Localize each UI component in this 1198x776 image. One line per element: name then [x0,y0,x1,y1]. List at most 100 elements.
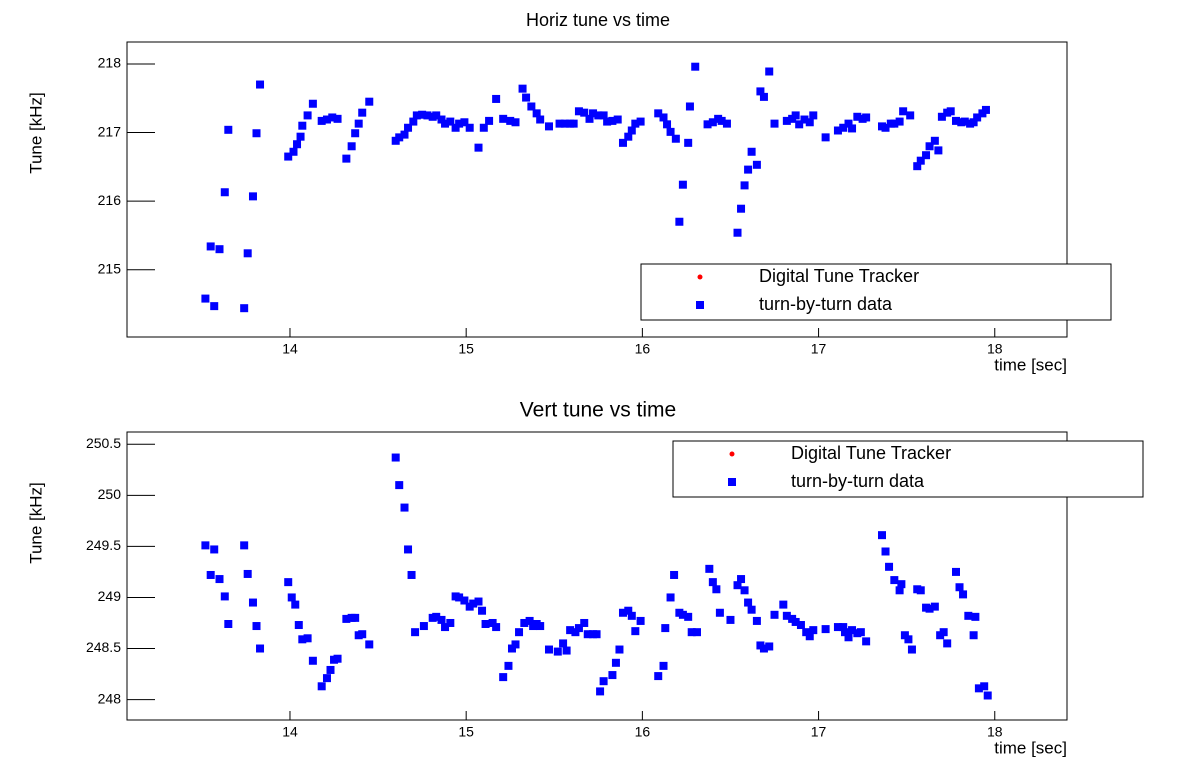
data-point [659,113,668,122]
data-point [532,109,541,118]
data-point [737,575,746,584]
data-point [722,119,731,128]
data-point [678,610,687,619]
data-point [881,123,890,132]
data-point [973,113,982,122]
data-point [939,628,948,637]
data-point [206,570,215,579]
data-point [243,249,252,258]
data-point [395,133,404,142]
data-point [303,111,312,120]
data-point [844,633,853,642]
data-point [460,118,469,127]
data-point [342,154,351,163]
data-point [627,611,636,620]
data-point [256,80,265,89]
data-point [895,117,904,126]
data-point [675,217,684,226]
data-point [569,119,578,128]
data-point [687,628,696,637]
x-axis-label: time [sec] [994,738,1067,757]
data-point [437,615,446,624]
data-point [432,612,441,621]
data-point [733,581,742,590]
data-point [937,112,946,121]
data-point [840,628,849,637]
data-point [906,111,915,120]
data-point [351,613,360,622]
x-tick-label: 14 [282,341,298,357]
data-point [802,628,811,637]
data-point [624,606,633,615]
data-point [671,134,680,143]
x-tick-label: 15 [458,341,474,357]
data-point [326,665,335,674]
data-point [853,112,862,121]
data-point [708,578,717,587]
data-point [666,593,675,602]
data-point [455,593,464,602]
data-point [333,114,342,123]
data-point [934,146,943,155]
data-point [488,618,497,627]
data-point [308,99,317,108]
legend-marker [729,451,735,457]
data-point [733,228,742,237]
data-point [692,628,701,637]
y-tick-label: 217 [98,123,122,139]
y-tick-label: 216 [98,192,122,208]
y-tick-label: 249.5 [86,537,121,553]
legend-marker [696,301,704,309]
plot-frame [126,431,1068,721]
data-point [659,661,668,670]
data-point [969,118,978,127]
data-point [562,646,571,655]
data-point [342,614,351,623]
data-point [504,661,513,670]
data-point [400,130,409,139]
data-point [805,632,814,641]
data-point [317,682,326,691]
data-point [220,188,229,197]
data-point [951,567,960,576]
data-point [611,658,620,667]
data-point [536,115,545,124]
data-point [365,97,374,106]
data-point [930,136,939,145]
data-point [287,593,296,602]
data-point [913,162,922,171]
data-point [544,122,553,131]
data-point [481,620,490,628]
data-point [885,562,894,571]
data-point [756,87,765,96]
data-point [821,625,830,634]
data-point [451,123,460,132]
data-point [522,93,531,102]
y-tick-label: 248 [98,690,122,706]
x-tick-label: 18 [987,341,1003,357]
data-point [964,611,973,620]
data-point [210,545,219,554]
data-point [474,597,483,606]
y-tick-label: 249 [98,588,122,604]
data-point [684,138,693,147]
data-point [574,624,583,633]
data-point [890,576,899,585]
data-point [536,622,545,631]
data-point [296,132,305,141]
data-point [770,610,779,619]
data-point [589,109,598,118]
data-point [599,677,608,686]
data-point [248,192,257,201]
data-point [747,147,756,156]
data-point [726,615,735,624]
data-point [328,113,337,122]
data-point [844,119,853,128]
data-point [765,67,774,76]
data-point [291,600,300,609]
legend-marker [728,478,736,486]
data-point [980,682,989,691]
data-point [596,687,605,696]
